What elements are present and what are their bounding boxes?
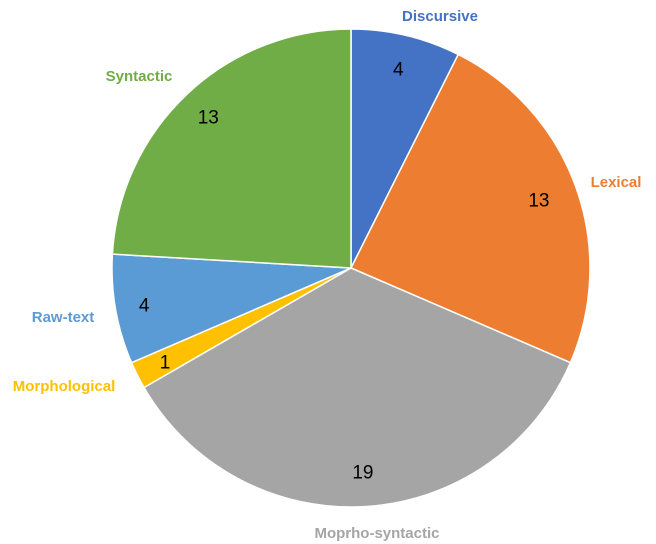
- category-label-discursive: Discursive: [402, 8, 478, 25]
- category-labels: Discursive Lexical Moprho-syntactic Morphol…: [13, 8, 642, 542]
- category-label-morphological: Morphological: [13, 378, 116, 395]
- value-label-moprho-syntactic: 19: [352, 463, 373, 484]
- pie-slice-syntactic: [111, 28, 352, 269]
- category-label-lexical: Lexical: [591, 174, 642, 191]
- value-label-discursive: 4: [393, 60, 404, 81]
- value-label-raw-text: 4: [139, 296, 150, 317]
- pie-slice-lexical: [349, 53, 591, 364]
- pie-slice-moprho-syntactic: [142, 267, 572, 508]
- category-label-raw-text: Raw-text: [32, 309, 95, 326]
- pie-slice-discursive: [350, 28, 460, 269]
- pie-slices: [111, 28, 591, 508]
- category-label-moprho-syntactic: Moprho-syntactic: [314, 525, 439, 542]
- value-label-morphological: 1: [160, 352, 171, 373]
- value-labels: 4 13 19 1 4 13: [139, 60, 550, 484]
- value-label-lexical: 13: [528, 191, 549, 212]
- pie-slice-raw-text: [111, 253, 352, 364]
- category-label-syntactic: Syntactic: [106, 68, 173, 85]
- value-label-syntactic: 13: [198, 108, 219, 129]
